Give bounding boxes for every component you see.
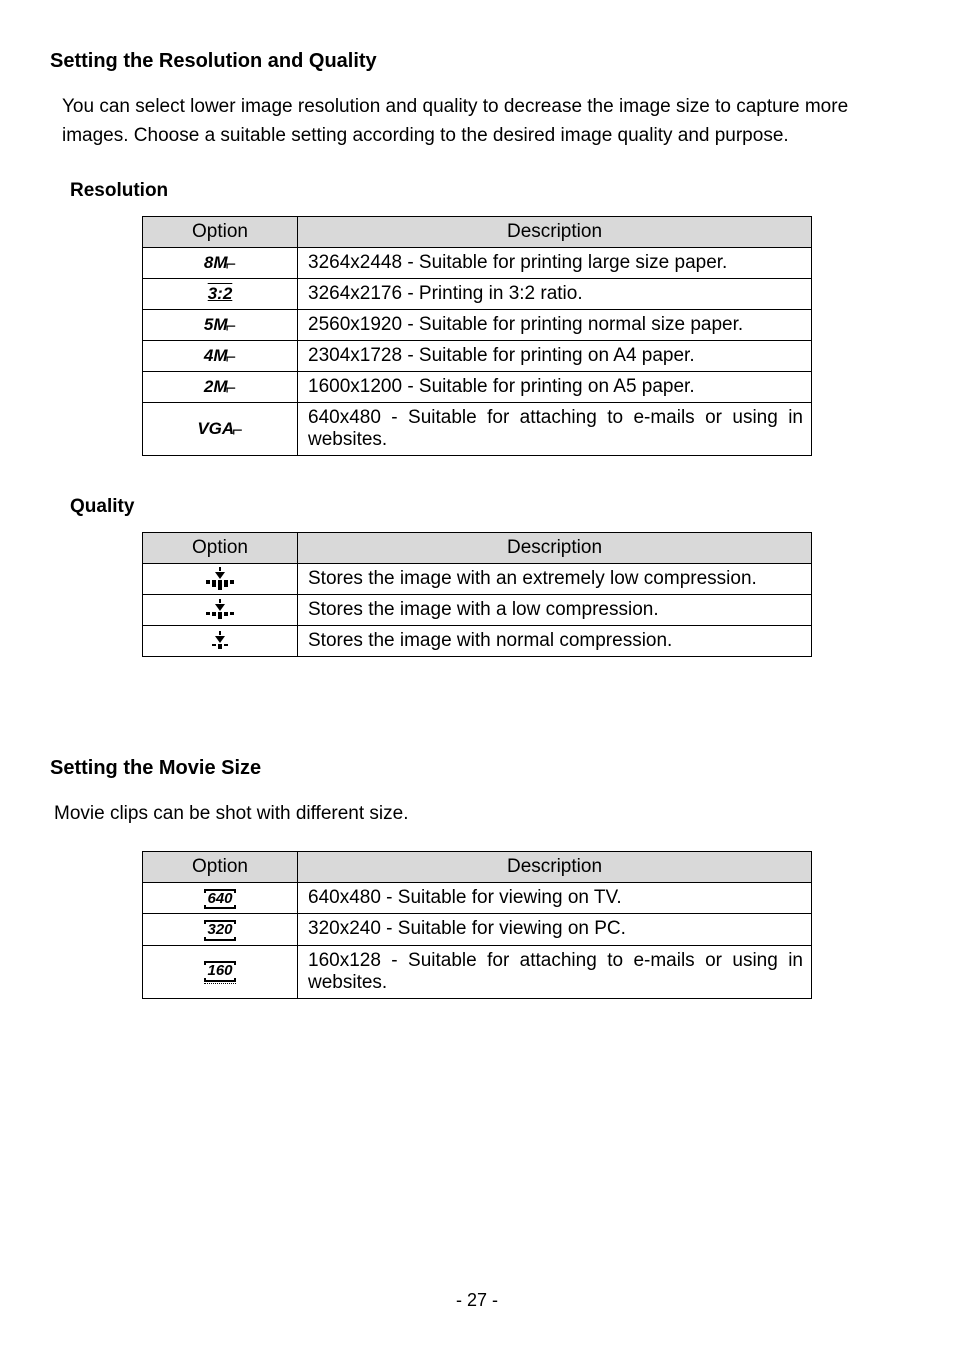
resolution-3-2-icon: 3:2 (205, 284, 236, 304)
section-title-resolution-quality: Setting the Resolution and Quality (50, 50, 904, 73)
resolution-desc: 1600x1200 - Suitable for printing on A5 … (298, 372, 812, 403)
quality-desc: Stores the image with normal compression… (298, 626, 812, 657)
quality-table: Option Description Stores the image with… (142, 532, 812, 657)
page-number: - 27 - (0, 1290, 954, 1311)
col-header-description: Description (298, 217, 812, 248)
quality-desc: Stores the image with an extremely low c… (298, 564, 812, 595)
table-row: 640 640x480 - Suitable for viewing on TV… (143, 882, 812, 914)
resolution-desc: 3264x2448 - Suitable for printing large … (298, 248, 812, 279)
movie-desc: 160x128 - Suitable for attaching to e-ma… (298, 945, 812, 998)
resolution-8m-icon: 8M⌐ (204, 253, 236, 271)
resolution-2m-icon: 2M⌐ (204, 377, 236, 395)
col-header-option: Option (143, 217, 298, 248)
resolution-desc: 2560x1920 - Suitable for printing normal… (298, 310, 812, 341)
table-row: 2M⌐ 1600x1200 - Suitable for printing on… (143, 372, 812, 403)
quality-fine-icon (206, 600, 234, 619)
section-title-movie-size: Setting the Movie Size (50, 757, 904, 780)
intro-resolution-quality: You can select lower image resolution an… (62, 93, 904, 150)
movie-size-table: Option Description 640 640x480 - Suitabl… (142, 851, 812, 999)
intro-movie-size: Movie clips can be shot with different s… (54, 800, 904, 829)
resolution-5m-icon: 5M⌐ (204, 315, 236, 333)
table-row: 8M⌐ 3264x2448 - Suitable for printing la… (143, 248, 812, 279)
movie-640-icon: 640 (204, 889, 235, 910)
table-row: 160 160x128 - Suitable for attaching to … (143, 945, 812, 998)
col-header-option: Option (143, 533, 298, 564)
table-row: 320 320x240 - Suitable for viewing on PC… (143, 914, 812, 946)
col-header-description: Description (298, 533, 812, 564)
subheading-resolution: Resolution (70, 180, 904, 202)
resolution-4m-icon: 4M⌐ (204, 346, 236, 364)
table-row: 4M⌐ 2304x1728 - Suitable for printing on… (143, 341, 812, 372)
resolution-table: Option Description 8M⌐ 3264x2448 - Suita… (142, 216, 812, 456)
movie-320-icon: 320 (204, 920, 235, 941)
resolution-vga-icon: VGA⌐ (197, 419, 242, 437)
quality-desc: Stores the image with a low compression. (298, 595, 812, 626)
table-row: VGA⌐ 640x480 - Suitable for attaching to… (143, 403, 812, 456)
resolution-desc: 640x480 - Suitable for attaching to e-ma… (298, 403, 812, 456)
resolution-desc: 3264x2176 - Printing in 3:2 ratio. (298, 279, 812, 310)
movie-desc: 640x480 - Suitable for viewing on TV. (298, 882, 812, 914)
quality-super-fine-icon (206, 568, 234, 590)
table-row: 3:2 3264x2176 - Printing in 3:2 ratio. (143, 279, 812, 310)
table-row: Stores the image with an extremely low c… (143, 564, 812, 595)
quality-normal-icon (212, 632, 228, 649)
table-row: Stores the image with normal compression… (143, 626, 812, 657)
col-header-option: Option (143, 851, 298, 882)
col-header-description: Description (298, 851, 812, 882)
movie-160-icon: 160 (204, 959, 235, 984)
table-row: Stores the image with a low compression. (143, 595, 812, 626)
resolution-desc: 2304x1728 - Suitable for printing on A4 … (298, 341, 812, 372)
subheading-quality: Quality (70, 496, 904, 518)
table-row: 5M⌐ 2560x1920 - Suitable for printing no… (143, 310, 812, 341)
movie-desc: 320x240 - Suitable for viewing on PC. (298, 914, 812, 946)
